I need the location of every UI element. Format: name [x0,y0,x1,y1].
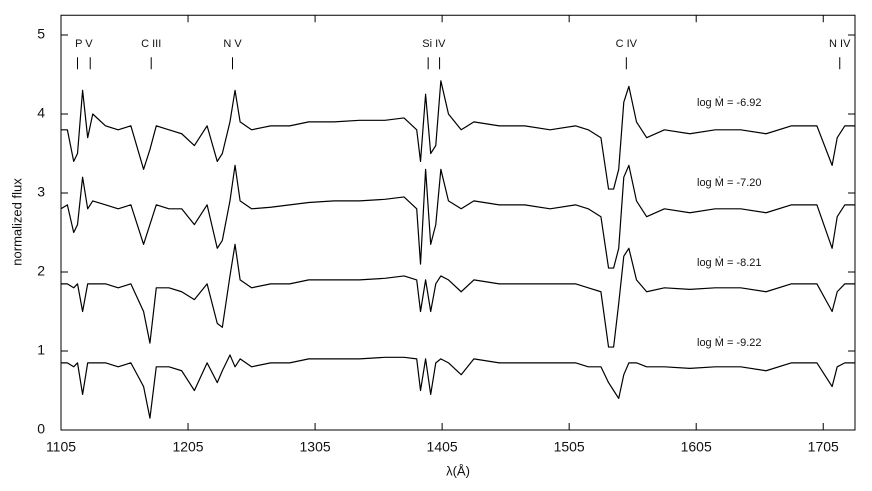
spectrum-line [61,354,855,419]
line-label: P V [75,38,93,50]
spectrum-line [60,164,855,269]
x-tick-label: 1205 [172,439,203,455]
series-label: log Ṁ = -7.20 [697,176,762,189]
series-label: log Ṁ = -8.21 [697,256,762,269]
x-tick-label: 1505 [554,439,585,455]
y-tick-label: 2 [37,263,45,279]
series-label: log Ṁ = -6.92 [697,96,762,109]
line-label: C IV [616,38,638,50]
y-axis-label: normalized flux [9,178,24,266]
x-axis-label: λ(Å) [446,463,470,478]
y-tick-label: 5 [37,26,45,42]
x-tick-label: 1305 [300,439,331,455]
y-tick-label: 1 [37,342,45,358]
x-tick-label: 1705 [808,439,839,455]
x-tick-label: 1405 [427,439,458,455]
x-tick-label: 1105 [46,439,76,455]
plot-frame [60,14,856,431]
line-label: Si IV [422,38,446,50]
series-label: log Ṁ = -9.22 [697,336,762,349]
line-label: C III [141,38,161,50]
line-label: N V [223,38,242,50]
x-tick-label: 1605 [681,439,712,455]
spectrum-line [61,80,855,190]
y-tick-label: 0 [37,421,45,437]
y-tick-label: 3 [37,184,45,200]
line-label: N IV [829,38,851,50]
y-tick-label: 4 [37,105,45,121]
spectrum-line [61,243,855,348]
